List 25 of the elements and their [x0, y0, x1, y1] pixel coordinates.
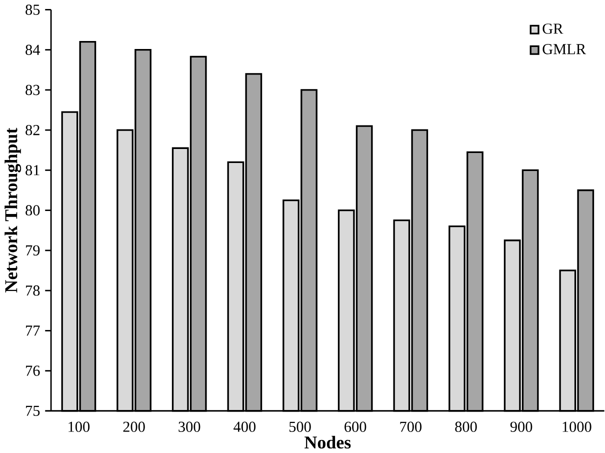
x-tick-label: 500 [289, 422, 311, 432]
y-tick-label: 77 [26, 326, 40, 336]
y-tick-label: 76 [26, 366, 40, 376]
legend-label: GMLR [542, 44, 586, 54]
x-tick-label: 600 [344, 422, 366, 432]
y-tick-label: 78 [26, 285, 40, 296]
x-tick-label: 100 [68, 422, 90, 432]
y-tick-label: 83 [26, 84, 40, 96]
y-tick-label: 84 [26, 44, 40, 55]
x-tick-label: 200 [123, 422, 145, 432]
x-tick-label: 300 [178, 422, 200, 432]
x-tick-label: 800 [455, 422, 477, 432]
x-tick-label: 400 [234, 422, 256, 432]
x-axis-title: Nodes [304, 436, 351, 448]
y-tick-label: 80 [26, 205, 40, 216]
y-axis-title: Network Throughput [4, 128, 22, 292]
x-tick-label: 900 [510, 422, 532, 432]
y-tick-label: 85 [26, 4, 40, 15]
x-tick-label: 700 [400, 422, 422, 432]
y-tick-label: 82 [26, 124, 40, 136]
legend-label: GR [542, 24, 564, 34]
y-tick-label: 75 [26, 406, 40, 416]
y-tick-label: 79 [26, 245, 40, 256]
x-tick-label: 1000 [562, 422, 592, 432]
y-tick-label: 81 [26, 164, 40, 176]
